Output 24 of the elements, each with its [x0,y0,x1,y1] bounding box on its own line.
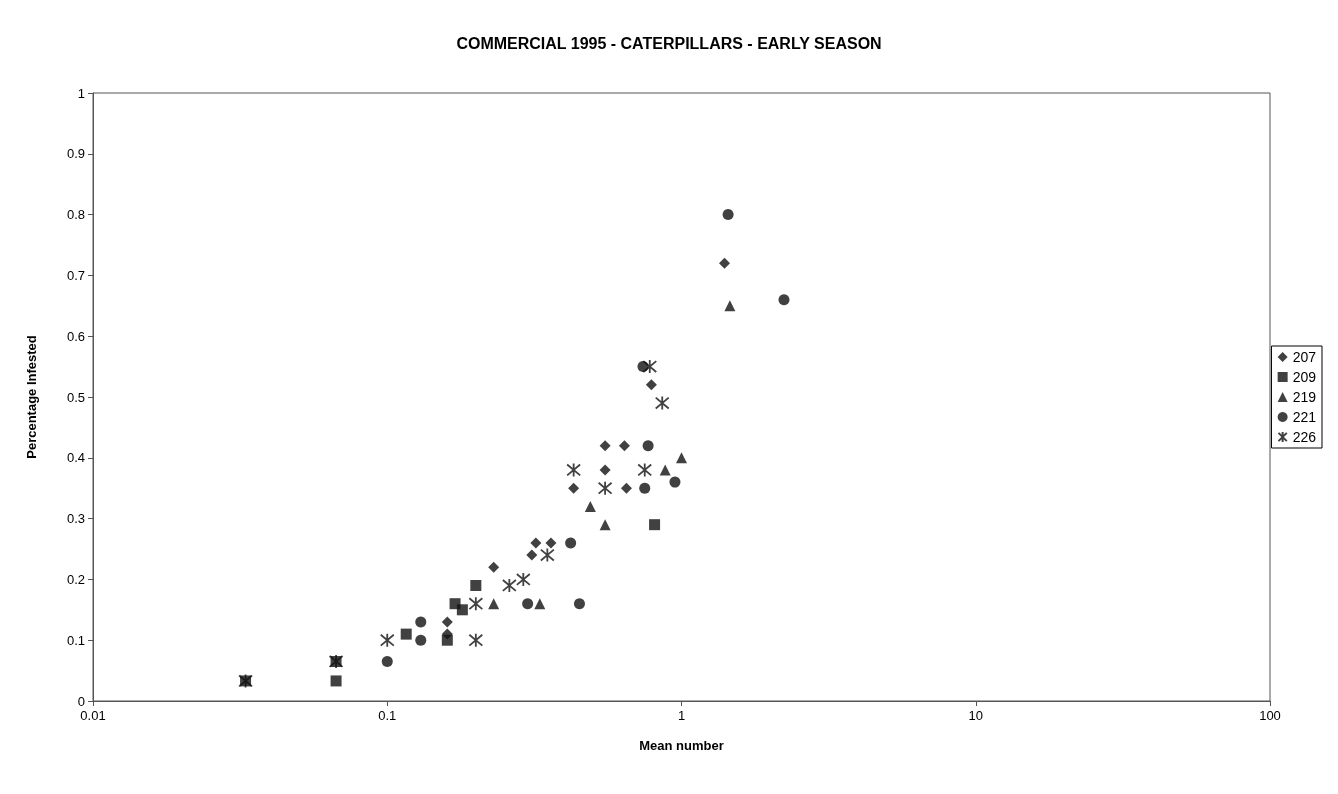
x-tick-label: 0.01 [80,708,106,723]
chart-title: COMMERCIAL 1995 - CATERPILLARS - EARLY SEASON [456,34,882,52]
y-tick-label: 0.4 [66,450,85,466]
legend-label: 209 [1292,369,1317,385]
legend-label: 221 [1292,409,1317,425]
y-tick-label: 0.6 [66,328,85,344]
x-tick-label: 1 [677,708,686,723]
y-tick-label: 0.8 [66,207,85,223]
y-tick-label: 0.5 [66,389,85,405]
legend-label: 226 [1292,429,1317,445]
y-tick-label: 0.3 [66,511,85,527]
y-tick-label: 0.2 [66,571,85,587]
x-axis-title: Mean number [639,738,724,753]
x-tick-label: 10 [968,708,983,723]
y-tick-label: 0 [77,693,85,709]
y-tick-label: 0.7 [66,267,85,283]
y-tick-label: 0.1 [66,632,85,648]
legend-label: 207 [1292,349,1317,365]
y-axis-title: Percentage Infested [24,335,39,459]
x-tick-label: 0.1 [378,708,397,723]
x-tick-label: 100 [1259,708,1281,723]
legend-label: 219 [1292,389,1317,405]
y-tick-label: 0.9 [66,146,85,162]
y-tick-label: 1 [77,85,85,101]
